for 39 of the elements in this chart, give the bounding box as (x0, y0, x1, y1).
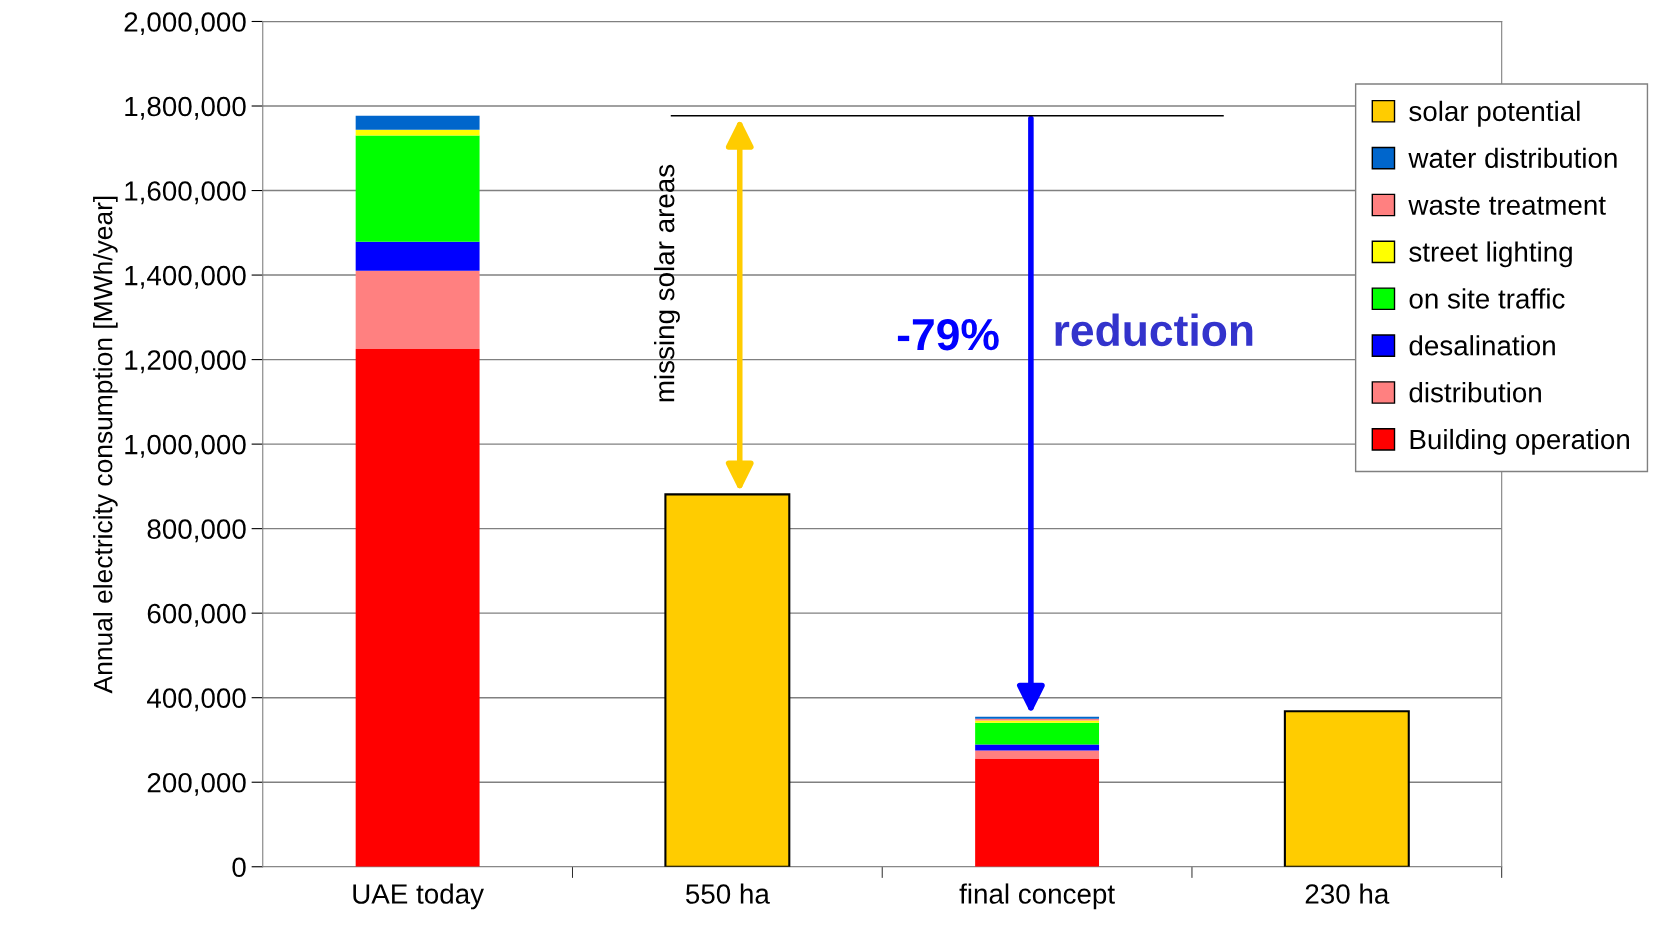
y-tick-label: 600,000 (147, 603, 246, 627)
bar (664, 493, 791, 867)
legend-label: street lighting (1409, 241, 1572, 268)
legend-label: Building operation (1410, 428, 1629, 455)
y-tick-label: 400,000 (147, 688, 246, 712)
y-tick-label: 800,000 (147, 519, 246, 543)
bar (355, 241, 480, 271)
y-tick-label: 1,200,000 (125, 350, 246, 374)
bar (355, 115, 480, 130)
x-tick-label: 230 ha (1305, 883, 1390, 904)
legend-label: water distribution (1408, 147, 1617, 169)
y-tick-label: 1,400,000 (125, 265, 246, 289)
annotation: -79% (897, 318, 999, 351)
bar (355, 270, 480, 350)
y-tick-label: 0 (232, 857, 246, 878)
legend-label: desalination (1409, 335, 1555, 356)
bar (355, 135, 480, 242)
bar (355, 129, 480, 136)
x-tick-label: UAE today (353, 883, 484, 910)
annotation: reduction (1055, 313, 1253, 347)
legend-label: on site traffic (1409, 288, 1565, 309)
y-tick-label: 1,000,000 (125, 434, 246, 458)
bar (1283, 710, 1410, 867)
annotation: missing solar areas (654, 164, 680, 402)
legend-label: solar potential (1409, 100, 1580, 127)
x-tick-label: final concept (959, 883, 1115, 910)
bar (975, 750, 1100, 759)
y-axis-title: Annual electricity consumption [MWh/year] (93, 196, 118, 694)
bar (975, 744, 1100, 751)
legend-label: distribution (1409, 382, 1541, 403)
y-tick-label: 1,600,000 (125, 181, 246, 205)
bar (355, 349, 480, 867)
y-tick-label: 2,000,000 (124, 12, 246, 36)
legend-label: waste treatment (1408, 196, 1606, 215)
x-tick-label: 550 ha (685, 883, 770, 904)
y-tick-label: 1,800,000 (125, 96, 246, 120)
y-tick-label: 200,000 (147, 772, 246, 796)
bar (975, 758, 1100, 867)
bar (975, 722, 1100, 745)
